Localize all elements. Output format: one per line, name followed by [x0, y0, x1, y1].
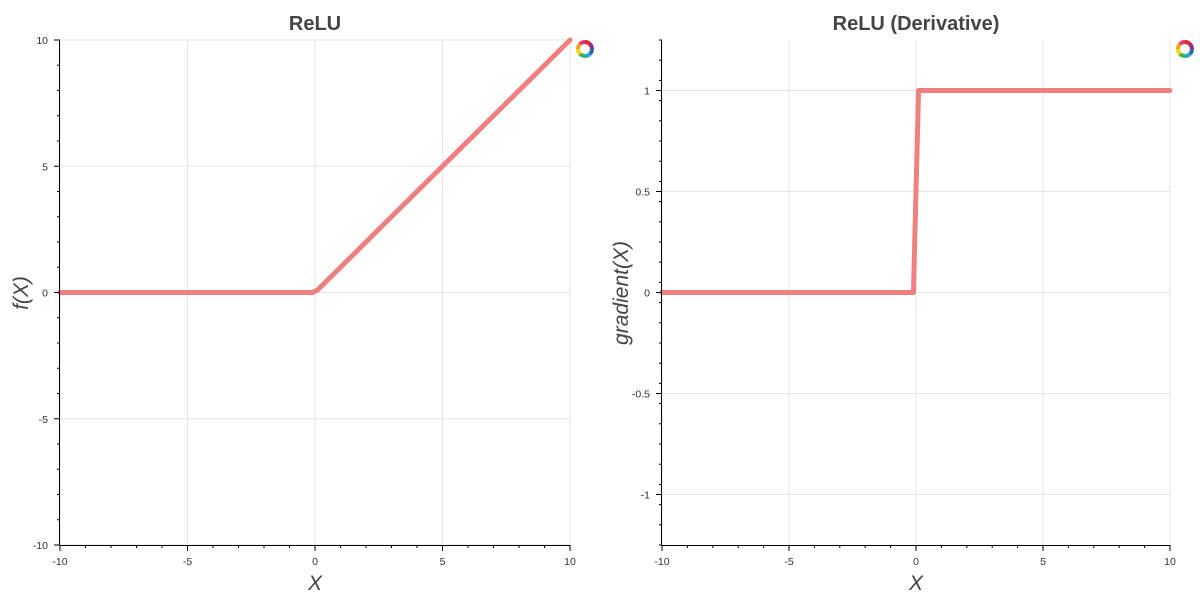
y-tick-label: -0.5 [632, 389, 650, 401]
y-tick-label: 0 [644, 288, 650, 300]
series-group [57, 37, 573, 295]
series-line [659, 88, 1173, 295]
y-tick-label: -1 [641, 490, 650, 502]
x-axis-label: X [908, 572, 924, 595]
logo-segment [578, 52, 586, 58]
x-tick-label: 10 [1164, 556, 1176, 568]
bokeh-logo-icon[interactable] [1176, 40, 1194, 58]
x-tick-label: -10 [654, 556, 669, 568]
series-line [57, 37, 573, 295]
x-tick-label: -5 [183, 556, 192, 568]
x-tick-label: 0 [913, 556, 919, 568]
y-tick-label: -5 [39, 414, 48, 426]
logo-segment [1176, 42, 1182, 50]
x-tick-label: 0 [312, 556, 318, 568]
logo-segment [1176, 48, 1182, 56]
x-tick-label: 5 [1040, 556, 1046, 568]
logo-segment [578, 40, 586, 46]
x-tick-label: 5 [440, 556, 446, 568]
chart-title: ReLU (Derivative) [833, 13, 1000, 35]
chart-title: ReLU [289, 13, 341, 35]
y-tick-label: 1 [644, 86, 650, 98]
axes: -10 -5 0 5 10 -1 -0.5 0 0.5 1 [632, 39, 1176, 568]
logo-segment [1178, 52, 1186, 58]
relu-derivative-chart: ReLU (Derivative) gradient(X) X -10 -5 0 5 1… [610, 13, 1194, 595]
y-tick-label: 10 [36, 35, 48, 47]
logo-segment [1184, 40, 1192, 46]
y-tick-label: 0.5 [635, 187, 650, 199]
logo-segment [584, 52, 592, 58]
x-tick-label: -10 [52, 556, 67, 568]
logo-segment [584, 40, 592, 46]
x-tick-label: -5 [784, 556, 793, 568]
y-tick-label: 0 [42, 288, 48, 300]
bokeh-logo-icon[interactable] [576, 40, 594, 58]
logo-segment [576, 42, 582, 50]
y-axis-label: f(X) [10, 276, 33, 310]
logo-segment [1188, 48, 1194, 56]
logo-segment [1178, 40, 1186, 46]
logo-segment [576, 48, 582, 56]
series-group [659, 88, 1173, 295]
logo-segment [588, 42, 594, 50]
axes: -10 -5 0 5 10 -10 -5 0 5 10 [33, 35, 576, 568]
y-tick-label: -10 [33, 540, 48, 552]
y-axis-label: gradient(X) [610, 241, 633, 345]
logo-segment [588, 48, 594, 56]
y-tick-label: 5 [42, 161, 48, 173]
logo-segment [1184, 52, 1192, 58]
logo-segment [1188, 42, 1194, 50]
x-axis-label: X [307, 572, 323, 595]
x-tick-label: 10 [564, 556, 576, 568]
relu-chart: ReLU f(X) X -10 -5 0 5 10 -10 -5 0 5 10 [10, 13, 594, 595]
